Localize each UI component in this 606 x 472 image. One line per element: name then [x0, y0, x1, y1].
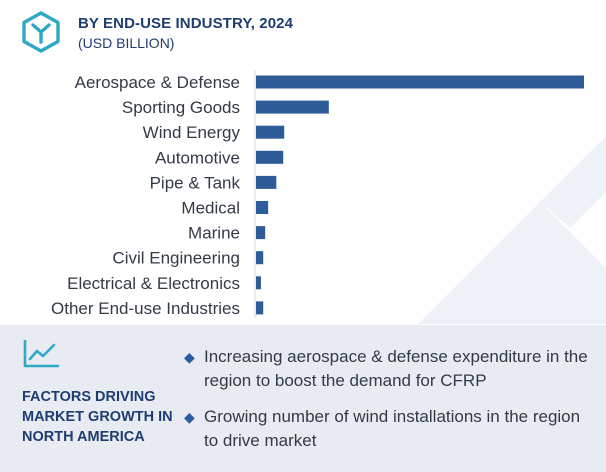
chart-title: BY END-USE INDUSTRY, 2024: [78, 15, 294, 32]
bar: [256, 251, 264, 265]
factor-item: ◆ Growing number of wind installations i…: [184, 405, 594, 453]
line-chart-icon: [23, 339, 60, 368]
bars: [256, 75, 584, 315]
bar-chart-svg: Aerospace & Defense Sporting Goods Wind En…: [51, 70, 606, 324]
category-label: Electrical & Electronics: [67, 274, 240, 293]
factor-item: ◆ Increasing aerospace & defense expendi…: [184, 345, 594, 393]
bar: [256, 100, 329, 114]
bar: [256, 75, 584, 89]
chart-header: BY END-USE INDUSTRY, 2024 (USD BILLION): [0, 0, 606, 62]
category-label: Civil Engineering: [112, 249, 240, 268]
category-label: Sporting Goods: [122, 98, 240, 117]
factors-title: FACTORS DRIVING MARKET GROWTH IN NORTH A…: [22, 389, 173, 445]
category-label: Pipe & Tank: [150, 173, 241, 192]
bar: [256, 226, 266, 240]
watermark: [418, 136, 606, 324]
bar: [256, 175, 277, 189]
bar-chart: Aerospace & Defense Sporting Goods Wind En…: [0, 62, 606, 324]
chart-subtitle: (USD BILLION): [78, 35, 175, 51]
category-label: Aerospace & Defense: [75, 73, 240, 92]
bar: [256, 201, 269, 214]
diamond-bullet-icon: ◆: [184, 349, 195, 365]
factor-text: Increasing aerospace & defense expenditu…: [204, 347, 588, 390]
category-labels: Aerospace & Defense Sporting Goods Wind En…: [51, 73, 240, 318]
bar: [256, 150, 284, 164]
brand-logo-icon: [22, 11, 60, 53]
diamond-bullet-icon: ◆: [184, 409, 195, 425]
category-label: Other End-use Industries: [51, 299, 240, 318]
factors-panel: FACTORS DRIVING MARKET GROWTH IN NORTH A…: [0, 325, 606, 472]
category-label: Marine: [188, 224, 240, 243]
bar: [256, 125, 285, 139]
factor-text: Growing number of wind installations in …: [204, 407, 581, 450]
category-label: Wind Energy: [143, 123, 241, 142]
bar: [256, 276, 261, 290]
category-label: Automotive: [155, 148, 240, 167]
bar: [256, 301, 264, 315]
category-label: Medical: [181, 199, 240, 218]
